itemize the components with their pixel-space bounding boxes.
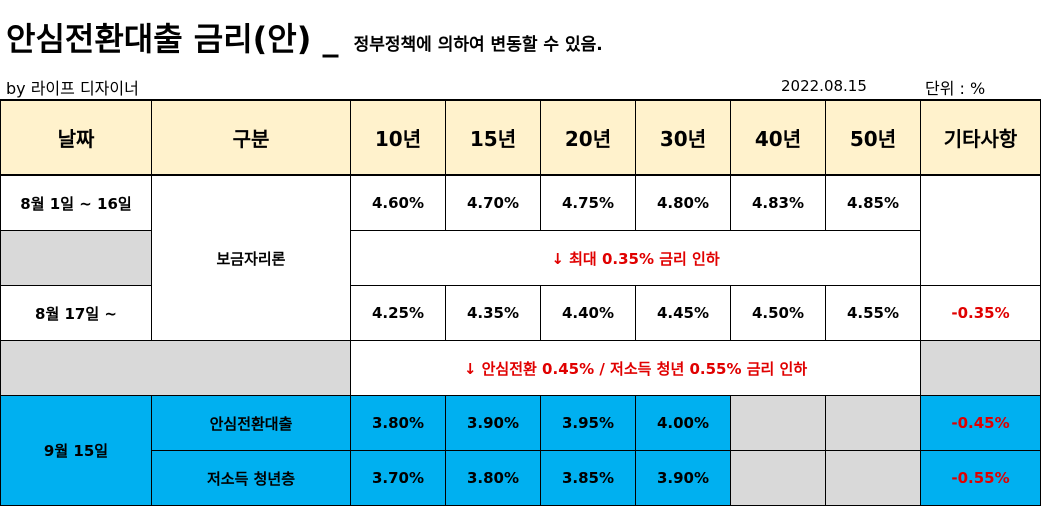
table-row: 저소득 청년층 3.70% 3.80% 3.85% 3.90% -0.55% <box>1 450 1041 506</box>
rate-cell-empty <box>730 450 826 506</box>
date-cell: 8월 17일 ~ <box>0 285 152 341</box>
rate-cell-empty <box>825 395 921 451</box>
rate-cell: 3.95% <box>540 395 636 451</box>
type-cell-bogeum: 보금자리론 <box>151 174 351 341</box>
col-header-40y: 40년 <box>730 99 826 176</box>
rate-cell: 4.40% <box>540 285 636 341</box>
col-header-50y: 50년 <box>825 99 921 176</box>
table-row: 9월 15일 안심전환대출 3.80% 3.90% 3.95% 4.00% -0… <box>0 395 1041 506</box>
rate-cell: 4.45% <box>635 285 731 341</box>
type-cell-youth: 저소득 청년층 <box>151 450 351 506</box>
table-row: 8월 1일 ~ 16일 보금자리론 4.60% 4.70% 4.75% 4.80… <box>0 174 1041 341</box>
rate-cell: 3.90% <box>445 395 541 451</box>
rate-cell: 3.90% <box>635 450 731 506</box>
col-header-type: 구분 <box>151 99 351 176</box>
notes-cell-empty <box>920 340 1041 396</box>
date-cell: 9월 15일 <box>0 395 152 506</box>
empty-gray-cell <box>0 340 351 396</box>
rate-cell: 4.85% <box>825 174 921 231</box>
rate-cell: 4.50% <box>730 285 826 341</box>
notes-cell: -0.45% <box>920 395 1041 451</box>
type-cell-ansim: 안심전환대출 <box>151 395 351 451</box>
rate-cell: 4.83% <box>730 174 826 231</box>
rate-cell: 4.35% <box>445 285 541 341</box>
date-cell: 8월 1일 ~ 16일 <box>0 174 152 231</box>
notes-cell: -0.55% <box>920 450 1041 506</box>
col-header-date: 날짜 <box>0 99 152 176</box>
rate-cell-empty <box>730 395 826 451</box>
rate-cell: 4.55% <box>825 285 921 341</box>
col-header-notes: 기타사항 <box>920 99 1041 176</box>
col-header-15y: 15년 <box>445 99 541 176</box>
rate-cell: 4.75% <box>540 174 636 231</box>
col-header-20y: 20년 <box>540 99 636 176</box>
rate-cell: 4.25% <box>350 285 446 341</box>
table-row: 8월 17일 ~ 4.25% 4.35% 4.40% 4.45% 4.50% 4… <box>0 285 1041 341</box>
notes-cell: -0.35% <box>920 285 1041 341</box>
page-title: 안심전환대출 금리(안) _ <box>6 20 339 58</box>
rate-cell: 3.80% <box>445 450 541 506</box>
notice-cell: ↓ 안심전환 0.45% / 저소득 청년 0.55% 금리 인하 <box>350 340 921 396</box>
col-header-10y: 10년 <box>350 99 446 176</box>
title-row: 안심전환대출 금리(안) _ 정부정책에 의하여 변동할 수 있음. <box>6 14 603 64</box>
rate-cell: 3.85% <box>540 450 636 506</box>
rate-cell: 4.70% <box>445 174 541 231</box>
table-row: ↓ 최대 0.35% 금리 인하 <box>0 230 1041 286</box>
rate-cell: 4.00% <box>635 395 731 451</box>
col-header-30y: 30년 <box>635 99 731 176</box>
rate-cell: 4.60% <box>350 174 446 231</box>
date-label: 2022.08.15 <box>781 77 867 95</box>
rate-cell-empty <box>825 450 921 506</box>
table-row: ↓ 안심전환 0.45% / 저소득 청년 0.55% 금리 인하 <box>0 340 1041 396</box>
rate-cell: 3.80% <box>350 395 446 451</box>
policy-note: 정부정책에 의하여 변동할 수 있음. <box>353 35 603 55</box>
rate-cell: 4.80% <box>635 174 731 231</box>
notes-cell-empty <box>920 174 1041 286</box>
header-row: 날짜 구분 10년 15년 20년 30년 40년 50년 기타사항 <box>0 99 1041 176</box>
rate-table: 날짜 구분 10년 15년 20년 30년 40년 50년 기타사항 8월 1일… <box>0 99 1041 506</box>
rate-cell: 3.70% <box>350 450 446 506</box>
date-cell-empty <box>0 230 152 286</box>
notice-cell: ↓ 최대 0.35% 금리 인하 <box>350 230 921 286</box>
author-byline: by 라이프 디자이너 <box>6 79 139 98</box>
unit-label: 단위 : % <box>925 79 986 98</box>
